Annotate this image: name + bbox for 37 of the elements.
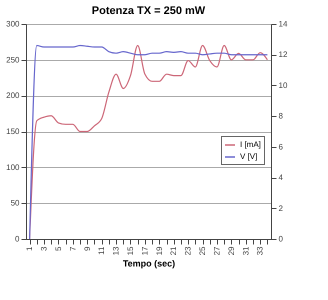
x-axis-title: Tempo (sec) [122,258,176,268]
y-tick-label: 300 [6,20,20,28]
x-tick-label: 15 [126,246,135,256]
y2-tick-label: 12 [278,50,288,60]
x-tick-label: 33 [256,246,265,256]
x-tick-label: 3 [40,246,49,251]
x-tick-label: 27 [212,246,222,256]
y-tick-label: 50 [10,198,20,208]
legend-label: V [V] [240,152,258,161]
y2-tick-label: 8 [278,112,284,121]
x-tick-label: 23 [184,246,193,256]
x-tick-label: 31 [241,246,250,256]
y-tick-label: 0 [15,234,20,244]
y-tick-label: 250 [6,55,20,64]
y2-tick-label: 0 [278,234,284,244]
x-tick-label: 7 [68,246,78,251]
y2-tick-label: 4 [278,173,284,182]
x-tick-label: 11 [97,246,106,255]
x-tick-label: 29 [226,246,236,256]
x-tick-label: 25 [198,246,208,256]
x-tick-label: 13 [112,246,121,256]
x-tick-label: 1 [25,246,34,251]
x-tick-label: 17 [140,246,150,256]
y-tick-label: 200 [6,91,20,100]
x-tick-label: 19 [154,246,164,256]
y2-tick-label: 14 [278,20,288,28]
legend-label: I [mA] [240,140,261,149]
y-tick-label: 150 [6,127,20,136]
y-tick-label: 100 [6,162,20,172]
x-tick-label: 5 [54,246,63,251]
line-series [29,44,268,240]
x-tick-label: 21 [169,246,178,256]
y2-tick-label: 2 [278,204,284,213]
y2-tick-label: 10 [278,80,288,90]
chart-title: Potenza TX = 250 mW [92,5,206,17]
y2-tick-label: 6 [278,142,284,152]
x-tick-label: 9 [82,246,92,251]
